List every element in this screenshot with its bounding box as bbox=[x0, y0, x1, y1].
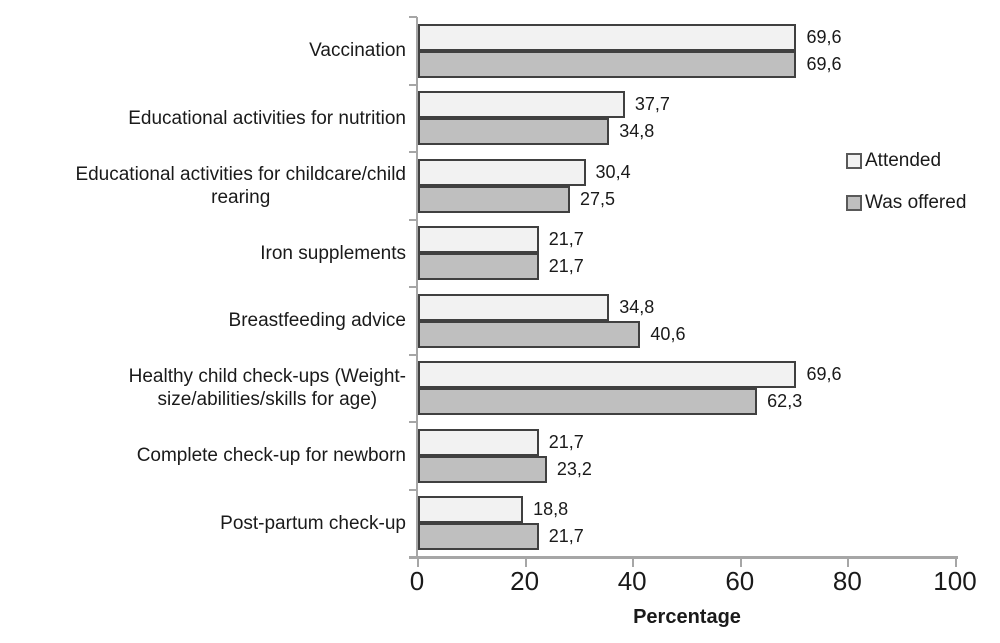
bar-attended bbox=[418, 91, 625, 118]
x-axis-tick bbox=[739, 559, 742, 567]
category-label: Healthy child check-ups (Weight- size/ab… bbox=[128, 366, 406, 411]
attended-swatch-icon bbox=[846, 153, 862, 169]
category-row: Healthy child check-ups (Weight- size/ab… bbox=[0, 355, 1000, 423]
x-axis-tick bbox=[955, 559, 957, 567]
x-tick-label: 0 bbox=[409, 566, 425, 596]
value-label: 21,7 bbox=[548, 256, 584, 276]
value-label: 69,6 bbox=[806, 364, 842, 384]
category-label: Post-partum check-up bbox=[220, 512, 406, 534]
category-label: Educational activities for childcare/chi… bbox=[75, 163, 406, 208]
y-axis-tick bbox=[409, 16, 417, 18]
category-row: Post-partum check-up 18,8 21,7 bbox=[0, 490, 1000, 558]
bar-attended bbox=[418, 23, 797, 51]
x-axis-tick bbox=[524, 559, 527, 567]
value-label: 21,7 bbox=[548, 229, 584, 249]
category-row: Complete check-up for newborn 21,7 23,2 bbox=[0, 422, 1000, 490]
bar-attended bbox=[418, 158, 586, 186]
bar-attended bbox=[418, 361, 797, 388]
legend-item-was-offered: Was offered bbox=[846, 192, 966, 214]
bar-was-offered bbox=[418, 253, 539, 280]
category-label-cell: Vaccination bbox=[0, 17, 406, 85]
category-label-cell: Educational activities for nutrition bbox=[0, 85, 406, 153]
y-axis-tick bbox=[409, 151, 417, 153]
category-label-cell: Breastfeeding advice bbox=[0, 287, 406, 355]
value-label: 34,8 bbox=[619, 296, 655, 317]
y-axis-tick bbox=[409, 556, 417, 558]
value-label: 62,3 bbox=[767, 391, 803, 411]
category-label: Complete check-up for newborn bbox=[136, 445, 406, 467]
bar-was-offered bbox=[418, 455, 547, 483]
value-label: 21,7 bbox=[548, 431, 584, 452]
y-axis-line bbox=[416, 17, 418, 558]
x-tick-label: 20 bbox=[510, 566, 540, 596]
value-label: 21,7 bbox=[548, 526, 584, 546]
category-label-cell: Healthy child check-ups (Weight- size/ab… bbox=[0, 355, 406, 423]
bar-was-offered bbox=[418, 388, 758, 415]
bar-attended bbox=[418, 496, 524, 523]
x-tick-label: 60 bbox=[725, 566, 755, 596]
x-axis-tick bbox=[417, 559, 419, 567]
value-label: 18,8 bbox=[533, 499, 569, 519]
bar-was-offered bbox=[418, 50, 797, 78]
x-axis-title: Percentage bbox=[633, 606, 741, 628]
category-row: Educational activities for nutrition 37,7… bbox=[0, 85, 1000, 153]
y-axis-tick bbox=[409, 488, 417, 491]
legend: Attended Was offered bbox=[846, 150, 966, 234]
x-tick-label: 100 bbox=[933, 566, 977, 596]
bar-attended bbox=[418, 226, 539, 253]
category-row: Vaccination 69,6 69,6 bbox=[0, 17, 1000, 85]
category-label-cell: Post-partum check-up bbox=[0, 490, 406, 558]
legend-label-was-offered: Was offered bbox=[865, 192, 967, 213]
bar-was-offered bbox=[418, 118, 610, 145]
x-tick-label: 40 bbox=[617, 566, 647, 596]
value-label: 69,6 bbox=[806, 26, 842, 47]
value-label: 23,2 bbox=[556, 458, 592, 479]
y-axis-tick bbox=[409, 421, 417, 423]
category-label: Breastfeeding advice bbox=[228, 310, 406, 332]
value-label: 37,7 bbox=[634, 94, 670, 114]
y-axis-tick bbox=[409, 286, 417, 288]
bar-attended bbox=[418, 428, 539, 456]
bar-was-offered bbox=[418, 185, 570, 213]
legend-item-attended: Attended bbox=[846, 150, 966, 172]
bar-was-offered bbox=[418, 320, 641, 348]
value-label: 40,6 bbox=[650, 323, 686, 344]
bar-attended bbox=[418, 293, 610, 321]
value-label: 27,5 bbox=[579, 188, 615, 209]
y-axis-tick bbox=[409, 353, 417, 356]
bar-was-offered bbox=[418, 523, 539, 550]
category-label-cell: Educational activities for childcare/chi… bbox=[0, 152, 406, 220]
legend-label-attended: Attended bbox=[865, 150, 942, 171]
x-axis-tick bbox=[632, 559, 635, 567]
category-label: Educational activities for nutrition bbox=[128, 107, 406, 129]
x-axis-tick bbox=[847, 559, 850, 567]
value-label: 30,4 bbox=[595, 161, 631, 182]
x-tick-label: 80 bbox=[832, 566, 862, 596]
category-label-cell: Iron supplements bbox=[0, 220, 406, 288]
category-label-cell: Complete check-up for newborn bbox=[0, 422, 406, 490]
category-row: Iron supplements 21,7 21,7 bbox=[0, 220, 1000, 288]
value-label: 34,8 bbox=[619, 121, 655, 141]
category-label: Iron supplements bbox=[260, 242, 406, 264]
category-row: Educational activities for childcare/chi… bbox=[0, 152, 1000, 220]
was-offered-swatch-icon bbox=[846, 195, 862, 211]
x-axis-line bbox=[409, 556, 958, 559]
category-row: Breastfeeding advice 34,8 40,6 bbox=[0, 287, 1000, 355]
value-label: 69,6 bbox=[806, 53, 842, 74]
y-axis-tick bbox=[409, 83, 417, 86]
y-axis-tick bbox=[409, 218, 417, 221]
category-label: Vaccination bbox=[309, 40, 406, 62]
